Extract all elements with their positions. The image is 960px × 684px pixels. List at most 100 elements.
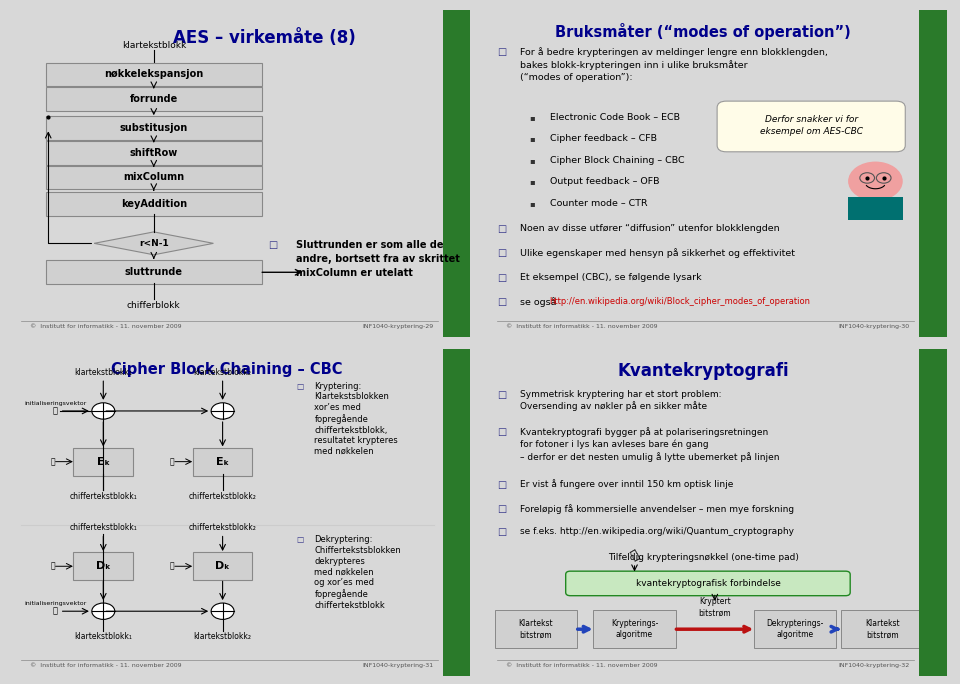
FancyBboxPatch shape (46, 192, 262, 215)
Text: Krypterings-
algoritme: Krypterings- algoritme (611, 619, 659, 640)
Text: □: □ (497, 479, 506, 490)
Text: Klartekst
bitstrøm: Klartekst bitstrøm (865, 619, 900, 640)
Text: Tilfeldig krypteringsnøkkel (one-time pad): Tilfeldig krypteringsnøkkel (one-time pa… (608, 553, 799, 562)
Text: 🔑: 🔑 (51, 457, 55, 466)
Text: kvantekryptografisk forbindelse: kvantekryptografisk forbindelse (636, 579, 780, 588)
FancyBboxPatch shape (494, 610, 577, 648)
Text: INF1040-kryptering-31: INF1040-kryptering-31 (363, 663, 434, 668)
Text: substitusjon: substitusjon (120, 123, 188, 133)
Text: mixColumn: mixColumn (123, 172, 184, 183)
Text: Noen av disse utfører “diffusion” utenfor blokklengden: Noen av disse utfører “diffusion” utenfo… (519, 224, 780, 233)
FancyBboxPatch shape (46, 261, 262, 285)
Text: □: □ (497, 527, 506, 537)
Text: Dekrypterings-
algoritme: Dekrypterings- algoritme (766, 619, 824, 640)
Text: Dₖ: Dₖ (215, 562, 230, 571)
Text: chiffertekstblokk₁: chiffertekstblokk₁ (69, 523, 137, 532)
FancyBboxPatch shape (565, 571, 851, 596)
Text: ▪: ▪ (529, 177, 535, 186)
Text: □: □ (497, 504, 506, 514)
Text: se f.eks. http://en.wikipedia.org/wiki/Quantum_cryptography: se f.eks. http://en.wikipedia.org/wiki/Q… (519, 527, 794, 536)
Text: INF1040-kryptering-32: INF1040-kryptering-32 (839, 663, 910, 668)
Text: Kvantekryptografi bygger på at polariseringsretningen
for fotoner i lys kan avle: Kvantekryptografi bygger på at polariser… (519, 428, 780, 462)
Text: shiftRow: shiftRow (130, 148, 178, 158)
Circle shape (211, 603, 234, 620)
Text: r<N-1: r<N-1 (139, 239, 169, 248)
Text: Symmetrisk kryptering har et stort problem:
Oversending av nøkler på en sikker m: Symmetrisk kryptering har et stort probl… (519, 390, 721, 411)
Text: Derfor snakker vi for
eksempel om AES-CBC: Derfor snakker vi for eksempel om AES-CB… (759, 115, 863, 136)
Text: □: □ (296, 382, 303, 391)
FancyBboxPatch shape (193, 553, 252, 580)
Text: ▪: ▪ (529, 199, 535, 208)
Text: 🔑: 🔑 (53, 607, 58, 616)
FancyBboxPatch shape (443, 349, 470, 676)
Circle shape (92, 403, 115, 419)
FancyBboxPatch shape (46, 141, 262, 165)
FancyBboxPatch shape (46, 62, 262, 86)
Text: Foreløpig få kommersielle anvendelser – men mye forskning: Foreløpig få kommersielle anvendelser – … (519, 504, 794, 514)
Text: forrunde: forrunde (130, 94, 178, 104)
Text: klartekstblokk₂: klartekstblokk₂ (194, 367, 252, 377)
Text: Counter mode – CTR: Counter mode – CTR (550, 199, 647, 208)
FancyBboxPatch shape (754, 610, 836, 648)
Text: 🔑: 🔑 (628, 548, 641, 563)
Text: Bruksmåter (“modes of operation”): Bruksmåter (“modes of operation”) (556, 23, 852, 40)
Text: □: □ (497, 273, 506, 282)
Text: klartekstblokk₂: klartekstblokk₂ (194, 633, 252, 642)
Text: □: □ (497, 390, 506, 399)
Text: Kryptering:
Klartekstsblokken
xor’es med
fopregående
chiffertekstblokk,
resultat: Kryptering: Klartekstsblokken xor’es med… (314, 382, 398, 456)
FancyBboxPatch shape (193, 448, 252, 475)
Text: http://en.wikipedia.org/wiki/Block_cipher_modes_of_operation: http://en.wikipedia.org/wiki/Block_ciphe… (550, 298, 810, 306)
FancyBboxPatch shape (848, 197, 903, 220)
Text: 🔑: 🔑 (170, 562, 175, 570)
Text: keyAddition: keyAddition (121, 198, 187, 209)
FancyBboxPatch shape (443, 10, 470, 337)
FancyBboxPatch shape (919, 349, 947, 676)
Text: INF1040-kryptering-30: INF1040-kryptering-30 (839, 324, 910, 329)
Text: 🔑: 🔑 (51, 562, 55, 570)
FancyBboxPatch shape (919, 10, 947, 337)
Circle shape (211, 403, 234, 419)
Text: ©  Institutt for informatikk - 11. november 2009: © Institutt for informatikk - 11. novemb… (506, 324, 658, 329)
Text: Sluttrunden er som alle de
andre, bortsett fra av skrittet
mixColumn er utelatt: Sluttrunden er som alle de andre, bortse… (296, 240, 460, 278)
Text: chifferblokk: chifferblokk (127, 301, 180, 311)
Text: Klartekst
bitstrøm: Klartekst bitstrøm (518, 619, 553, 640)
FancyBboxPatch shape (46, 116, 262, 140)
Text: □: □ (497, 248, 506, 259)
Circle shape (849, 162, 902, 200)
Text: For å bedre krypteringen av meldinger lengre enn blokklengden,
bakes blokk-krypt: For å bedre krypteringen av meldinger le… (519, 47, 828, 82)
Text: □: □ (497, 47, 506, 57)
Text: AES – virkemåte (8): AES – virkemåte (8) (173, 29, 355, 47)
Text: Cipher Block Chaining – CBC: Cipher Block Chaining – CBC (550, 156, 684, 165)
Text: □: □ (497, 224, 506, 234)
FancyBboxPatch shape (74, 553, 133, 580)
Text: klartekstblokk₁: klartekstblokk₁ (74, 633, 132, 642)
Text: ©  Institutt for informatikk - 11. november 2009: © Institutt for informatikk - 11. novemb… (30, 663, 181, 668)
FancyBboxPatch shape (46, 87, 262, 111)
Text: klartekstblokk: klartekstblokk (122, 42, 186, 51)
Text: chiffertekstblokk₂: chiffertekstblokk₂ (189, 492, 256, 501)
FancyBboxPatch shape (841, 610, 924, 648)
Text: Kvantekryptografi: Kvantekryptografi (617, 362, 789, 380)
Text: ©  Institutt for informatikk - 11. november 2009: © Institutt for informatikk - 11. novemb… (506, 663, 658, 668)
Text: nøkkelekspansjon: nøkkelekspansjon (104, 70, 204, 79)
Text: 🔑: 🔑 (53, 406, 58, 415)
Text: initialiseringsvektor: initialiseringsvektor (24, 601, 86, 606)
FancyBboxPatch shape (46, 166, 262, 189)
Text: Output feedback – OFB: Output feedback – OFB (550, 177, 660, 186)
FancyBboxPatch shape (593, 610, 676, 648)
Text: ▪: ▪ (529, 156, 535, 165)
Text: Et eksempel (CBC), se følgende lysark: Et eksempel (CBC), se følgende lysark (519, 273, 702, 282)
Text: ©  Institutt for informatikk - 11. november 2009: © Institutt for informatikk - 11. novemb… (30, 324, 181, 329)
Text: Dₖ: Dₖ (96, 562, 110, 571)
Text: Cipher feedback – CFB: Cipher feedback – CFB (550, 134, 657, 143)
Text: 🔑: 🔑 (170, 457, 175, 466)
Text: Eₖ: Eₖ (216, 457, 229, 466)
Text: □: □ (497, 428, 506, 437)
Text: □: □ (269, 240, 277, 250)
FancyBboxPatch shape (717, 101, 905, 152)
Text: klartekstblokk₁: klartekstblokk₁ (74, 367, 132, 377)
FancyBboxPatch shape (74, 448, 133, 475)
Text: Dekryptering:
Chiffertekstsblokken
dekrypteres
med nøkkelen
og xor’es med
fopreg: Dekryptering: Chiffertekstsblokken dekry… (314, 535, 401, 610)
Text: Cipher Block Chaining – CBC: Cipher Block Chaining – CBC (111, 362, 343, 377)
Polygon shape (94, 232, 213, 255)
